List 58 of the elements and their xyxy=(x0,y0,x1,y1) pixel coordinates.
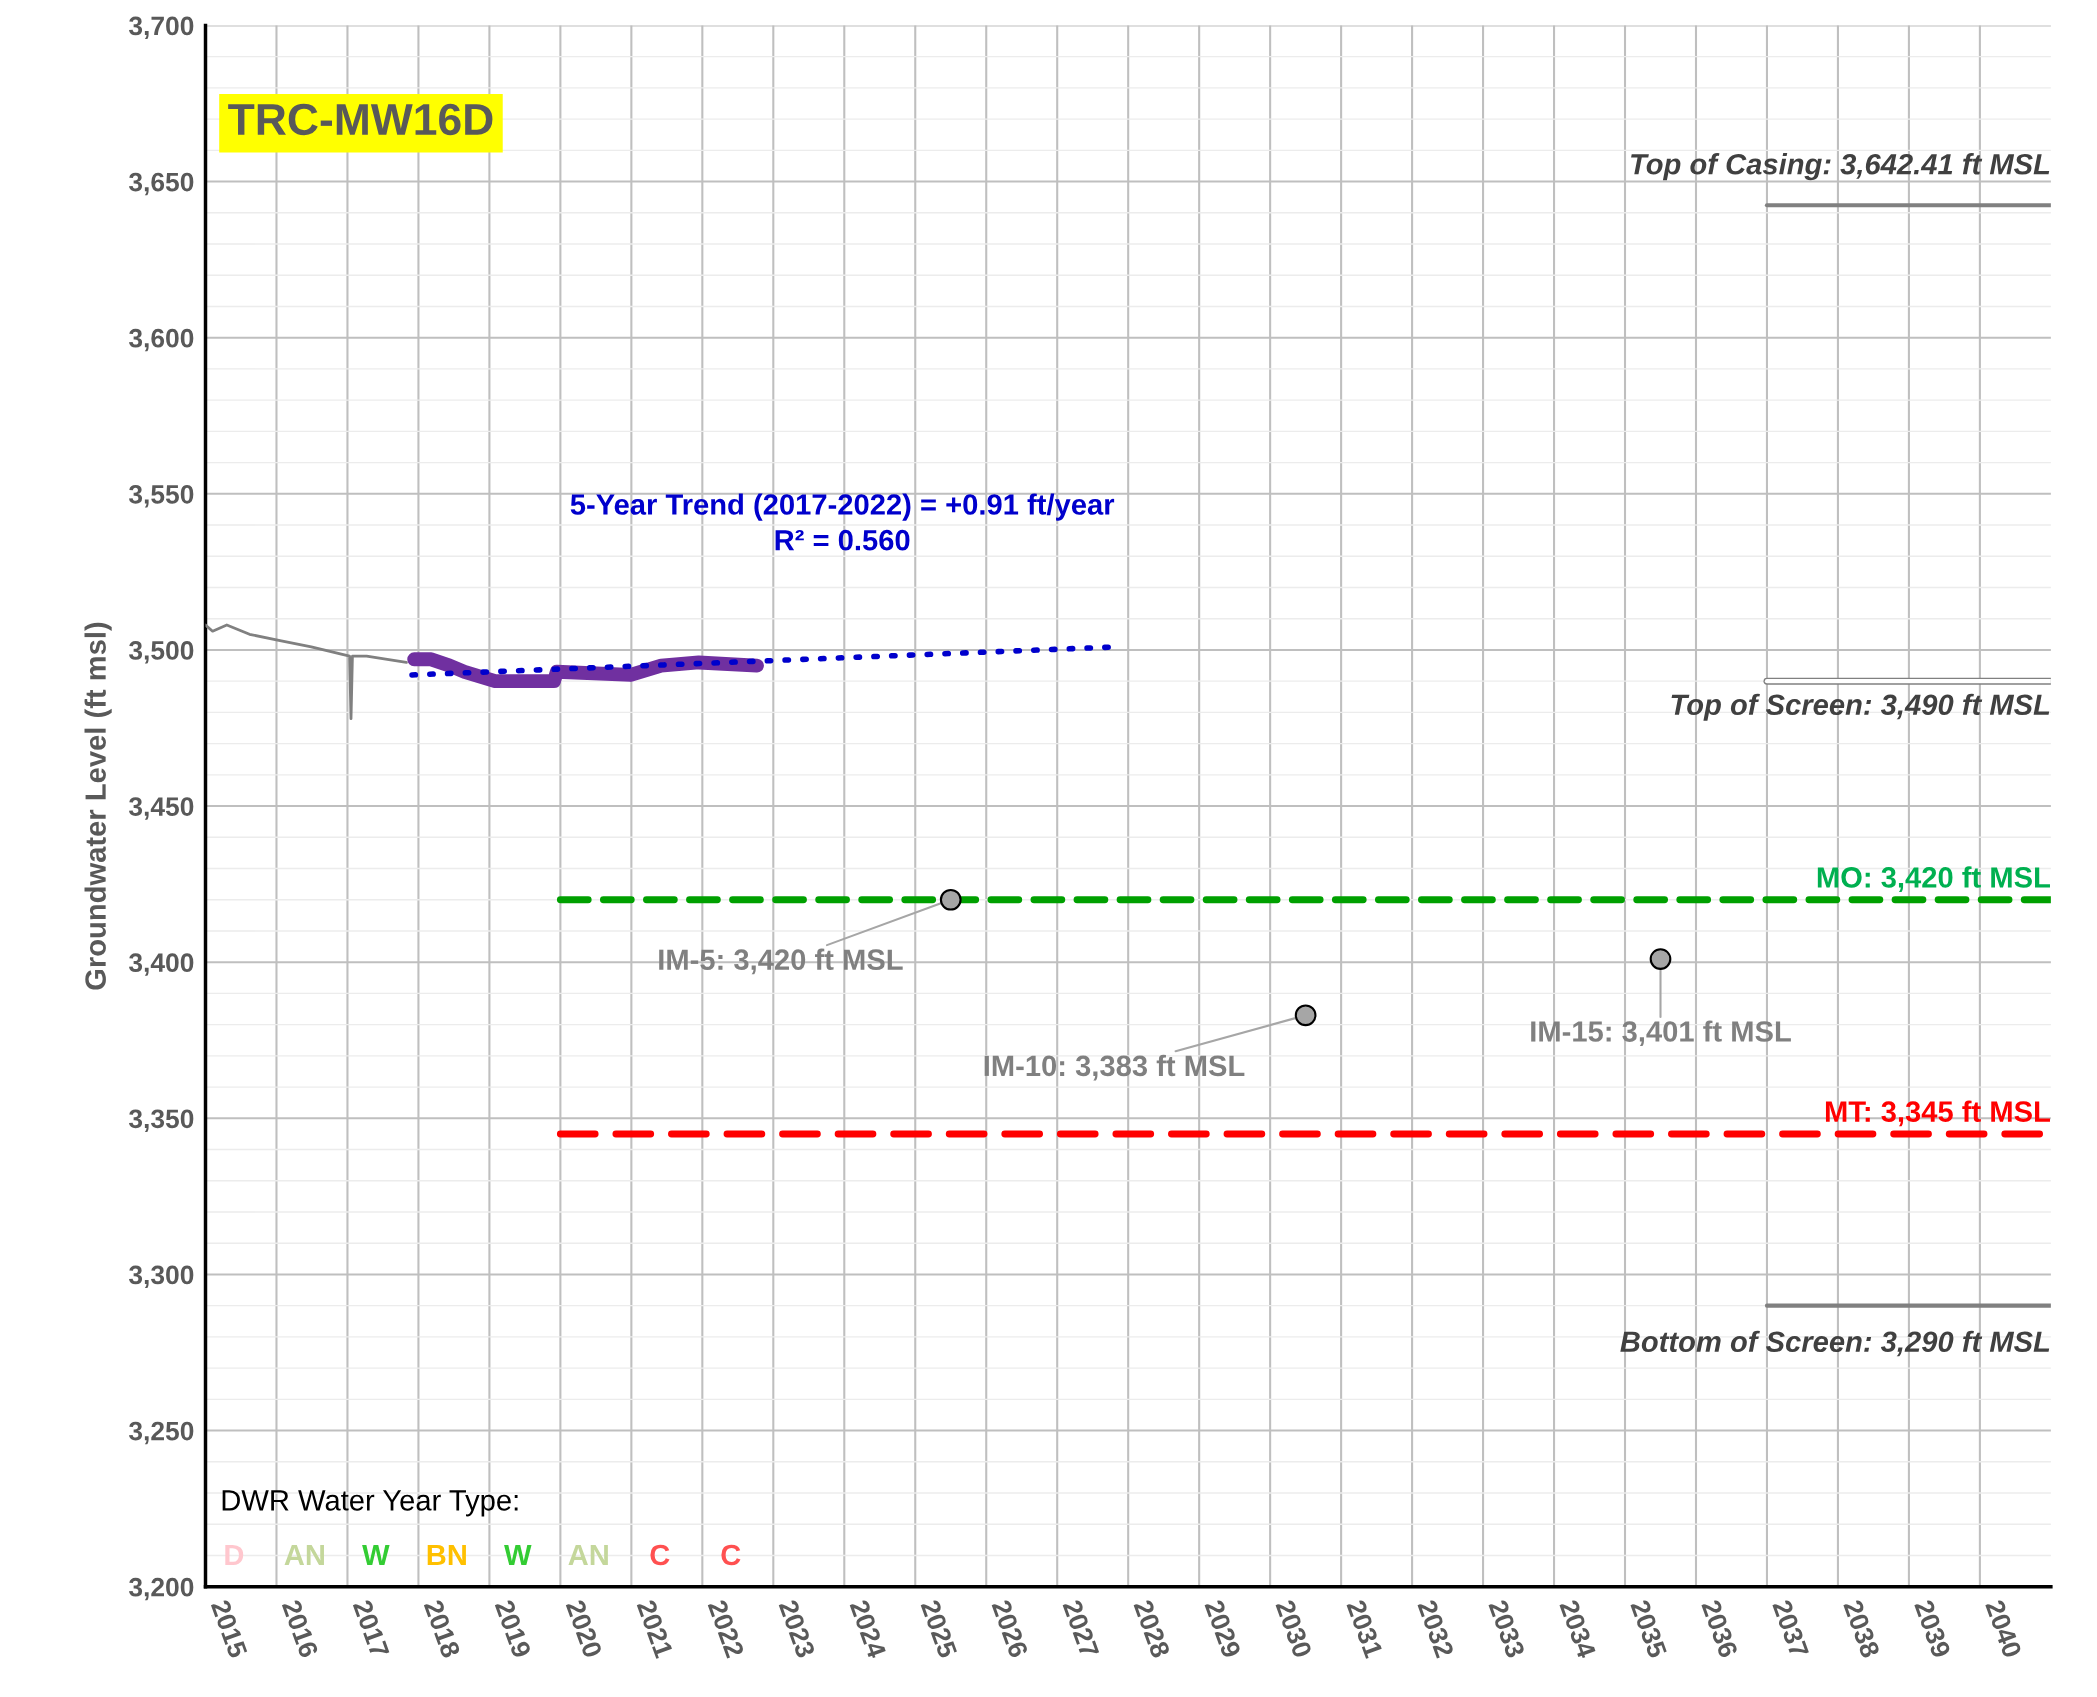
y-axis-title: Groundwater Level (ft msl) xyxy=(84,622,112,990)
annotation: 5-Year Trend (2017-2022) = +0.91 ft/year R² = 0.560 xyxy=(570,493,1115,551)
y-tick-label: 3,400 xyxy=(128,953,194,976)
x-tick-label: 2028 xyxy=(1133,1598,1171,1659)
annotation: W xyxy=(504,1544,532,1566)
annotation: C xyxy=(650,1544,670,1566)
x-tick-label: 2039 xyxy=(1914,1598,1952,1659)
annotation: C xyxy=(721,1544,741,1566)
annotation: IM-15: 3,401 ft MSL xyxy=(1531,1020,1791,1047)
x-tick-label: 2024 xyxy=(849,1598,887,1660)
x-tick-label: 2037 xyxy=(1772,1598,1810,1659)
x-tick-label: 2027 xyxy=(1062,1598,1100,1659)
annotation: BN xyxy=(427,1544,466,1566)
x-tick-label: 2036 xyxy=(1701,1598,1739,1659)
y-tick-label: 3,250 xyxy=(128,1421,194,1445)
y-tick-label: 3,300 xyxy=(128,1265,194,1289)
annotation: Top of Casing: 3,642.41 ft MSL xyxy=(1631,153,2050,181)
annotation: Bottom of Screen: 3,290 ft MSL xyxy=(1620,1330,2050,1357)
y-tick-label: 3,550 xyxy=(128,484,194,508)
annotation: IM-5: 3,420 ft MSL xyxy=(659,948,903,975)
y-tick-label: 3,450 xyxy=(128,797,194,820)
y-tick-label: 3,650 xyxy=(128,172,194,196)
y-tick-label: 3,200 xyxy=(128,1577,194,1601)
x-tick-label: 2018 xyxy=(423,1598,461,1659)
annotation: MT: 3,345 ft MSL xyxy=(1825,1100,2050,1127)
x-tick-label: 2033 xyxy=(1488,1598,1526,1659)
x-tick-label: 2023 xyxy=(778,1598,816,1659)
x-tick-label: 2030 xyxy=(1275,1598,1313,1659)
annotation: Top of Screen: 3,490 ft MSL xyxy=(1671,693,2050,721)
y-tick-label: 3,500 xyxy=(128,641,194,664)
x-tick-label: 2025 xyxy=(920,1598,958,1659)
x-tick-label: 2015 xyxy=(210,1598,248,1659)
x-tick-label: 2020 xyxy=(565,1598,603,1659)
x-tick-label: 2035 xyxy=(1630,1598,1668,1659)
annotation: MO: 3,420 ft MSL xyxy=(1817,866,2050,892)
x-tick-label: 2022 xyxy=(707,1598,745,1659)
annotation: W xyxy=(362,1544,390,1566)
annotation: D xyxy=(225,1544,244,1566)
x-tick-label: 2026 xyxy=(991,1598,1029,1659)
x-tick-label: 2040 xyxy=(1985,1598,2023,1659)
y-tick-label: 3,700 xyxy=(128,16,194,40)
x-tick-label: 2019 xyxy=(494,1598,532,1659)
x-tick-label: 2034 xyxy=(1559,1598,1597,1660)
y-tick-label: 3,600 xyxy=(128,328,194,352)
annotation: DWR Water Year Type: xyxy=(222,1490,518,1517)
annotation: AN xyxy=(568,1544,608,1566)
x-tick-label: 2032 xyxy=(1417,1598,1455,1659)
x-tick-label: 2016 xyxy=(281,1598,319,1659)
x-tick-label: 2017 xyxy=(352,1598,390,1659)
x-tick-label: 2029 xyxy=(1204,1598,1242,1659)
annotation: AN xyxy=(284,1544,324,1566)
text: TRC-MW16D xyxy=(228,103,493,136)
x-tick-label: 2038 xyxy=(1843,1598,1881,1659)
x-tick-label: 2021 xyxy=(636,1598,674,1659)
y-tick-label: 3,350 xyxy=(128,1109,194,1132)
line-series xyxy=(205,623,408,721)
annotation: IM-10: 3,383 ft MSL xyxy=(984,1054,1245,1081)
x-tick-label: 2031 xyxy=(1346,1598,1384,1659)
